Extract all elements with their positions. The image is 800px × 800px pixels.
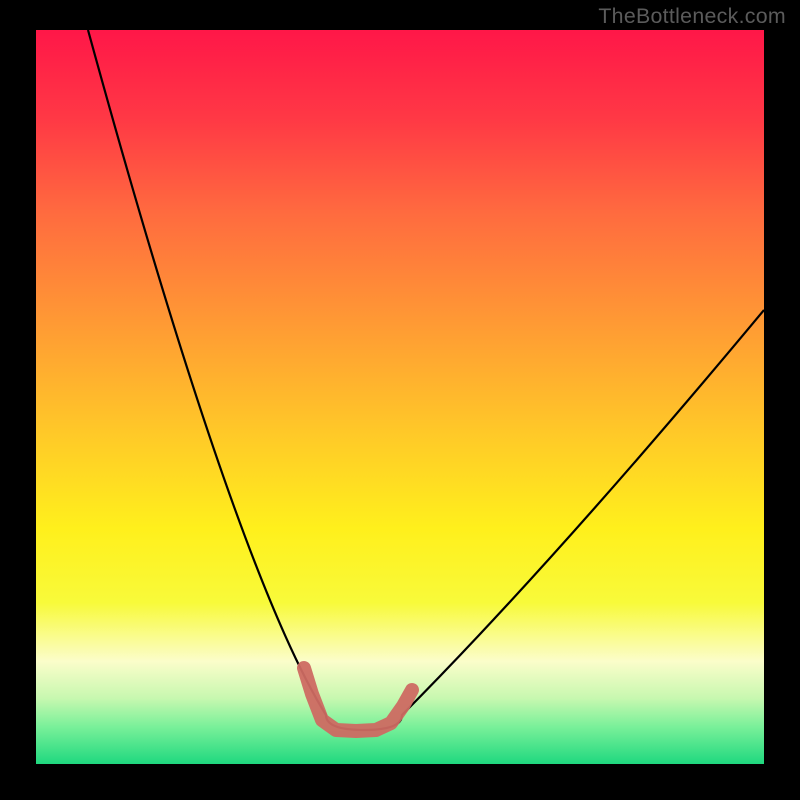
frame-border-bottom: [0, 764, 800, 800]
frame-border-left: [0, 0, 36, 800]
frame-border-right: [764, 0, 800, 800]
watermark-text: TheBottleneck.com: [598, 4, 786, 29]
bottleneck-chart: [36, 30, 764, 764]
chart-frame: TheBottleneck.com: [0, 0, 800, 800]
gradient-background: [36, 30, 764, 764]
